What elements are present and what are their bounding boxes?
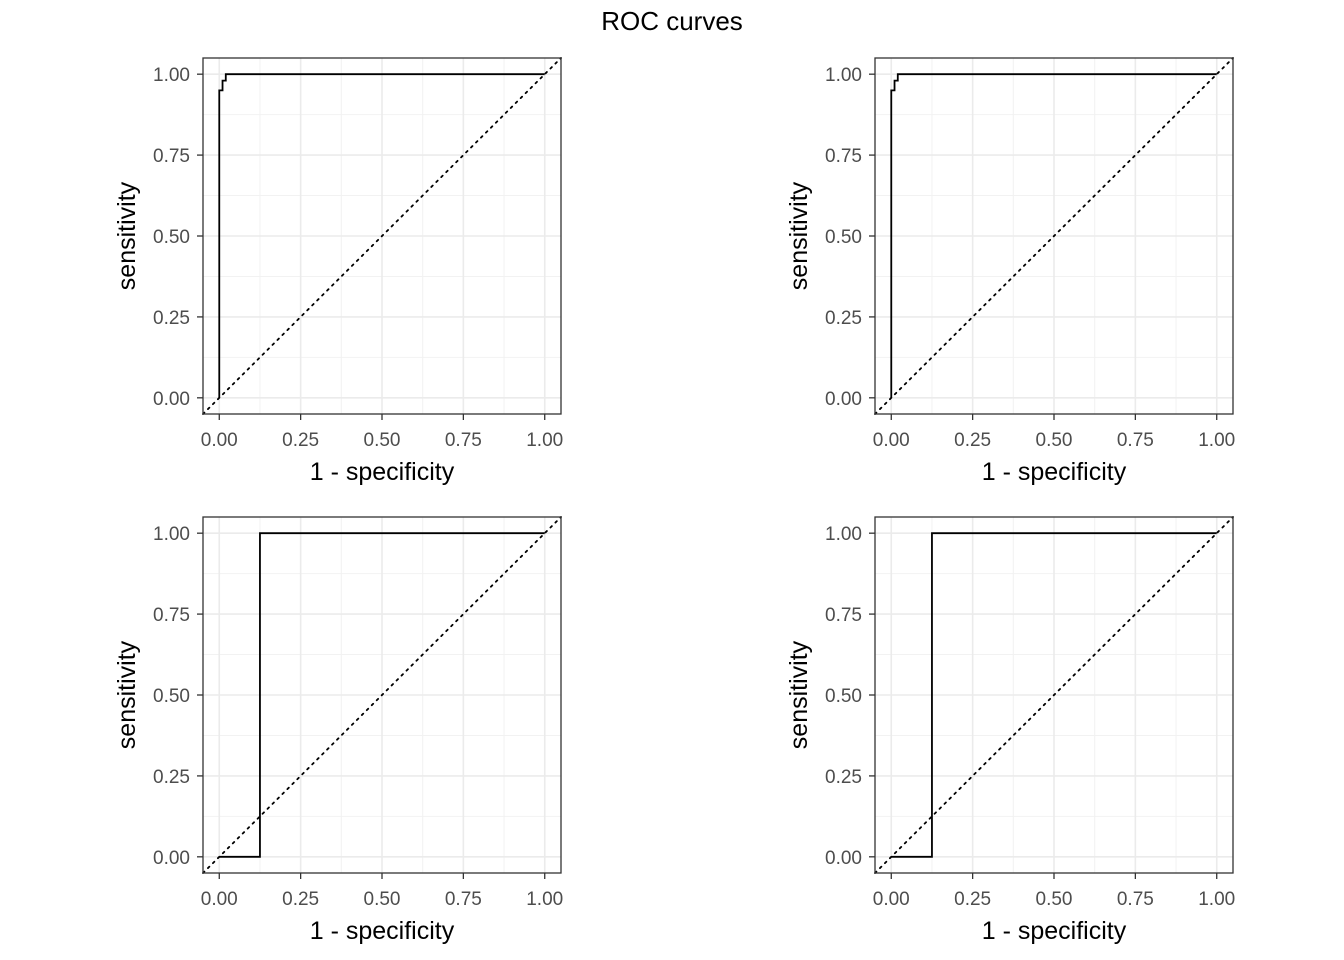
x-tick-label: 0.25 [282,430,319,451]
x-tick-label: 0.75 [445,430,482,451]
x-tick-label: 0.75 [445,889,482,910]
x-tick-label: 1.00 [526,430,563,451]
y-axis-title: sensitivity [113,181,141,290]
reference-diagonal [202,57,562,415]
x-tick-label: 0.00 [873,889,910,910]
roc-curve-line [891,532,1217,858]
y-axis-title: sensitivity [785,181,813,290]
x-tick-label: 0.50 [364,889,401,910]
x-tick-label: 0.50 [364,430,401,451]
y-tick-label: 0.75 [825,146,862,167]
x-axis-title: 1 - specificity [310,458,455,486]
y-tick-label: 0.50 [153,227,190,248]
reference-diagonal [202,516,562,874]
y-tick-label: 1.00 [153,65,190,86]
x-tick-label: 0.25 [954,430,991,451]
x-tick-label: 0.00 [873,430,910,451]
x-tick-label: 0.50 [1036,889,1073,910]
y-tick-label: 0.00 [153,848,190,869]
roc-curve-line [219,532,545,858]
x-tick-label: 0.25 [954,889,991,910]
y-tick-label: 1.00 [825,65,862,86]
roc-panel-1: 0.00 0.25 0.50 0.75 1.00 0.00 0.25 0.50 0.75 1.00… [113,57,563,486]
x-axis-title: 1 - specificity [982,917,1127,945]
figure-title: ROC curves [601,6,743,36]
x-tick-label: 1.00 [1198,430,1235,451]
y-tick-label: 0.00 [153,389,190,410]
x-tick-label: 0.00 [201,889,238,910]
x-tick-label: 0.75 [1117,430,1154,451]
x-tick-label: 1.00 [526,889,563,910]
y-axis-title: sensitivity [113,640,141,749]
y-tick-label: 0.50 [825,227,862,248]
roc-curve-line [890,73,1217,398]
y-tick-label: 0.75 [825,605,862,626]
y-tick-label: 1.00 [825,524,862,545]
roc-panel-2: 0.00 0.25 0.50 0.75 1.00 0.00 0.25 0.50 0.75 1.00… [785,57,1235,486]
y-tick-label: 0.50 [825,686,862,707]
y-axis-title: sensitivity [785,640,813,749]
x-tick-label: 0.50 [1036,430,1073,451]
reference-diagonal [874,57,1234,415]
roc-panel-4: 0.00 0.25 0.50 0.75 1.00 0.00 0.25 0.50 0.75 1.00… [785,516,1235,945]
x-axis-title: 1 - specificity [310,917,455,945]
y-tick-label: 0.25 [825,308,862,329]
y-tick-label: 0.75 [153,146,190,167]
y-tick-label: 0.50 [153,686,190,707]
x-axis-title: 1 - specificity [982,458,1127,486]
y-tick-label: 0.25 [825,767,862,788]
y-tick-label: 1.00 [153,524,190,545]
roc-curve-line [218,73,545,398]
reference-diagonal [874,516,1234,874]
x-tick-label: 1.00 [1198,889,1235,910]
x-tick-label: 0.75 [1117,889,1154,910]
y-tick-label: 0.25 [153,308,190,329]
y-tick-label: 0.00 [825,389,862,410]
roc-panel-3: 0.00 0.25 0.50 0.75 1.00 0.00 0.25 0.50 0.75 1.00… [113,516,563,945]
x-tick-label: 0.00 [201,430,238,451]
x-tick-label: 0.25 [282,889,319,910]
y-tick-label: 0.00 [825,848,862,869]
y-tick-label: 0.75 [153,605,190,626]
y-tick-label: 0.25 [153,767,190,788]
